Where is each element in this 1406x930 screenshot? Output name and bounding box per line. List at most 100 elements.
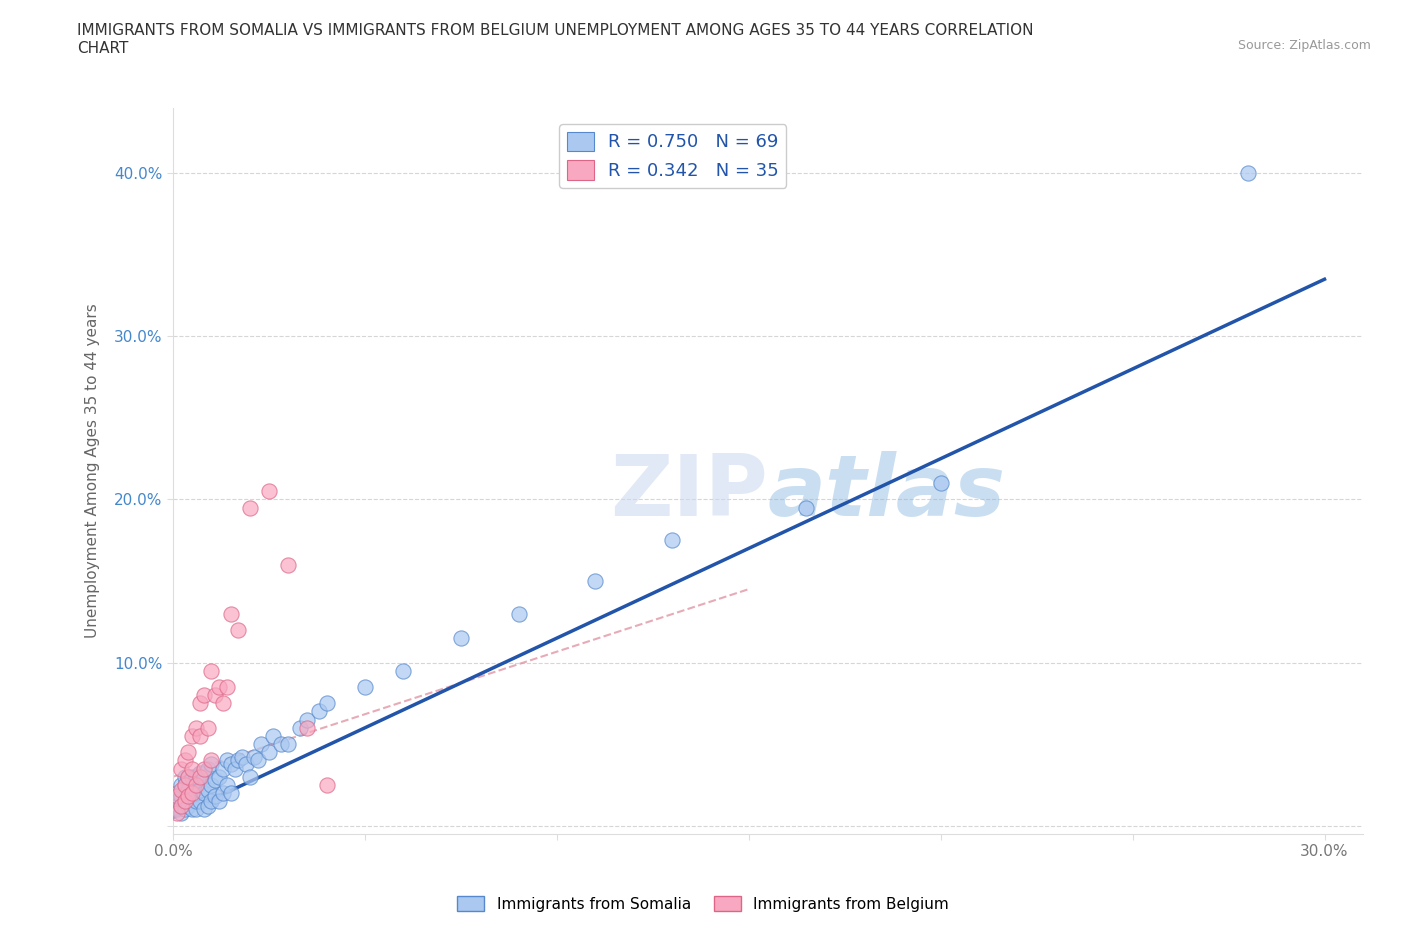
Text: atlas: atlas <box>768 451 1007 534</box>
Point <box>170 799 193 814</box>
Point <box>170 761 193 776</box>
Point <box>224 761 246 776</box>
Point <box>184 769 207 784</box>
Legend: Immigrants from Somalia, Immigrants from Belgium: Immigrants from Somalia, Immigrants from… <box>451 889 955 918</box>
Point <box>170 777 193 792</box>
Point <box>177 769 200 784</box>
Point <box>170 789 193 804</box>
Point <box>188 696 211 711</box>
Point <box>250 737 273 751</box>
Point <box>197 721 219 736</box>
Point <box>177 789 200 804</box>
Text: ZIP: ZIP <box>610 451 768 534</box>
Point <box>193 786 215 801</box>
Point <box>188 728 211 743</box>
Point <box>166 789 188 804</box>
Point <box>208 769 231 784</box>
Y-axis label: Unemployment Among Ages 35 to 44 years: Unemployment Among Ages 35 to 44 years <box>86 303 100 638</box>
Point <box>215 753 238 768</box>
Point <box>177 799 200 814</box>
Point <box>184 786 207 801</box>
Point <box>1236 166 1258 180</box>
Point <box>242 750 264 764</box>
Point <box>166 805 188 820</box>
Point <box>188 769 211 784</box>
Point <box>184 721 207 736</box>
Point <box>277 557 299 572</box>
Point <box>212 696 235 711</box>
Point <box>200 777 222 792</box>
Point <box>235 756 257 771</box>
Point <box>197 799 219 814</box>
Point <box>219 756 242 771</box>
Point <box>270 737 292 751</box>
Text: Source: ZipAtlas.com: Source: ZipAtlas.com <box>1237 39 1371 52</box>
Point <box>181 786 204 801</box>
Point <box>193 687 215 702</box>
Point <box>188 766 211 781</box>
Point <box>208 680 231 695</box>
Point <box>288 721 311 736</box>
Point <box>184 802 207 817</box>
Point <box>197 761 219 776</box>
Point <box>929 475 952 490</box>
Point <box>170 782 193 797</box>
Point <box>177 769 200 784</box>
Point <box>228 622 250 637</box>
Point <box>208 793 231 808</box>
Point <box>166 786 188 801</box>
Point <box>166 802 188 817</box>
Point <box>212 761 235 776</box>
Point <box>193 769 215 784</box>
Point <box>200 663 222 678</box>
Point <box>308 704 330 719</box>
Point <box>354 680 377 695</box>
Point <box>170 805 193 820</box>
Point <box>508 606 530 621</box>
Point <box>197 782 219 797</box>
Point <box>297 721 319 736</box>
Point <box>173 777 195 792</box>
Point <box>246 753 269 768</box>
Point <box>583 574 606 589</box>
Point <box>450 631 472 645</box>
Point <box>661 533 683 548</box>
Point <box>219 786 242 801</box>
Point <box>181 728 204 743</box>
Point <box>315 777 337 792</box>
Point <box>188 793 211 808</box>
Point <box>170 799 193 814</box>
Point <box>173 769 195 784</box>
Point <box>392 663 415 678</box>
Point <box>215 680 238 695</box>
Point <box>200 753 222 768</box>
Point <box>262 728 284 743</box>
Point <box>177 782 200 797</box>
Point <box>188 782 211 797</box>
Point <box>181 769 204 784</box>
Point <box>184 793 207 808</box>
Point <box>219 606 242 621</box>
Point <box>315 696 337 711</box>
Point <box>173 753 195 768</box>
Point <box>193 761 215 776</box>
Point <box>177 745 200 760</box>
Point <box>204 773 226 788</box>
Point <box>184 777 207 792</box>
Point <box>204 687 226 702</box>
Point <box>166 793 188 808</box>
Point <box>277 737 299 751</box>
Point <box>181 786 204 801</box>
Point <box>173 777 195 792</box>
Point <box>200 793 222 808</box>
Point <box>173 802 195 817</box>
Point <box>231 750 253 764</box>
Point <box>212 786 235 801</box>
Point <box>200 756 222 771</box>
Point <box>257 745 280 760</box>
Point <box>204 789 226 804</box>
Point <box>177 789 200 804</box>
Point <box>173 793 195 808</box>
Point <box>239 769 262 784</box>
Point <box>181 802 204 817</box>
